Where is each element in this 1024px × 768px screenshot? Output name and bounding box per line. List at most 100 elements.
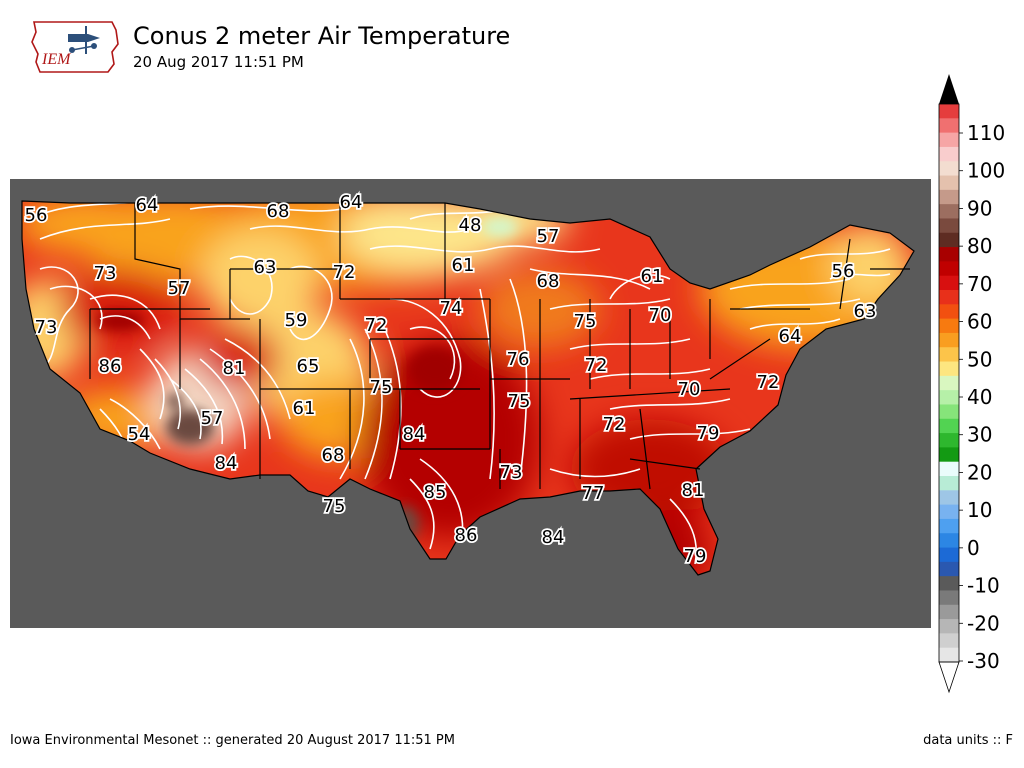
colorbar-tick-label: 60	[967, 310, 992, 334]
colorbar-band	[939, 146, 959, 162]
temp-label: 72	[603, 414, 626, 435]
colorbar-band	[939, 461, 959, 477]
isotherm-lines	[29, 201, 891, 565]
colorbar-min-arrow	[938, 661, 960, 694]
colorbar-band	[939, 304, 959, 320]
colorbar-band	[939, 118, 959, 134]
footer-units: data units :: F	[923, 733, 1013, 748]
colorbar-band	[939, 204, 959, 219]
temp-label: 68	[267, 201, 290, 222]
temp-label: 81	[682, 480, 705, 501]
temp-label: 54	[128, 424, 151, 445]
temperature-map: 56 64 68 64 48 57 73 57 63 72 61 68 61 5…	[10, 179, 931, 628]
colorbar-band	[939, 189, 959, 205]
colorbar-band	[939, 175, 959, 191]
colorbar-band	[939, 361, 959, 377]
colorbar-tick-label: 0	[967, 536, 980, 560]
colorbar-tick-label: 100	[967, 159, 1005, 183]
colorbar-band	[939, 232, 959, 248]
colorbar-tick-label: 30	[967, 423, 992, 447]
colorbar-band	[939, 576, 959, 591]
temp-label: 63	[854, 301, 877, 322]
colorbar-max-arrow	[939, 74, 959, 104]
temperature-labels: 56 64 68 64 48 57 73 57 63 72 61 68 61 5…	[23, 190, 878, 569]
colorbar-bands	[939, 104, 959, 663]
colorbar-band	[939, 518, 959, 534]
colorbar-tick-label: -20	[967, 611, 1000, 635]
temp-label: 79	[697, 423, 720, 444]
logo-text: IEM	[41, 51, 72, 68]
temp-label: 57	[201, 408, 224, 429]
colorbar-band	[939, 561, 959, 577]
colorbar-tick-label: 10	[967, 498, 992, 522]
colorbar-band	[939, 390, 959, 405]
temp-label: 81	[223, 358, 246, 379]
map-title: Conus 2 meter Air Temperature	[133, 22, 511, 50]
temp-label: 64	[136, 195, 159, 216]
colorbar-band	[939, 132, 959, 148]
colorbar-band	[939, 261, 959, 277]
colorbar-band	[939, 318, 959, 334]
iem-logo: IEM	[31, 21, 119, 73]
temp-label: 64	[779, 326, 802, 347]
temp-label: 65	[297, 356, 320, 377]
temp-label: 84	[215, 453, 238, 474]
colorbar-band	[939, 347, 959, 362]
colorbar-band	[939, 619, 959, 634]
temp-label: 56	[25, 205, 48, 226]
temp-label: 61	[641, 266, 664, 287]
colorbar-tick-label: 110	[967, 121, 1005, 145]
map-timestamp: 20 Aug 2017 11:51 PM	[133, 53, 304, 71]
colorbar-band	[939, 290, 959, 305]
colorbar-tick-label: 90	[967, 196, 992, 220]
colorbar-band	[939, 504, 959, 520]
temp-label: 75	[574, 311, 597, 332]
temp-label: 70	[649, 305, 672, 326]
colorbar-band	[939, 247, 959, 262]
temp-label: 84	[403, 424, 426, 445]
temp-label: 73	[500, 462, 523, 483]
temp-label: 77	[582, 483, 605, 504]
colorbar-tick-label: 80	[967, 234, 992, 258]
colorbar-tick-label: -30	[967, 649, 1000, 673]
footer-credit: Iowa Environmental Mesonet :: generated …	[10, 733, 455, 748]
colorbar-tick-label: 70	[967, 272, 992, 296]
temp-label: 74	[440, 298, 463, 319]
temp-label: 61	[293, 398, 316, 419]
temp-label: 68	[537, 271, 560, 292]
colorbar-band	[939, 533, 959, 548]
temp-label: 57	[168, 278, 191, 299]
temp-label: 72	[333, 262, 356, 283]
colorbar-band	[939, 490, 959, 506]
colorbar-band	[939, 161, 959, 176]
colorbar-band	[939, 433, 959, 448]
colorbar-band	[939, 418, 959, 434]
temp-label: 72	[585, 355, 608, 376]
temp-label: 57	[537, 226, 560, 247]
colorbar-tick-label: -10	[967, 574, 1000, 598]
temp-label: 70	[678, 379, 701, 400]
temp-label: 56	[832, 261, 855, 282]
colorbar-band	[939, 633, 959, 649]
temp-label: 86	[99, 356, 122, 377]
colorbar-band	[939, 476, 959, 491]
temp-label: 73	[94, 263, 117, 284]
colorbar-band	[939, 404, 959, 420]
colorbar-band	[939, 332, 959, 348]
temp-label: 64	[340, 192, 363, 213]
state-borders	[21, 200, 915, 576]
temp-label: 63	[254, 257, 277, 278]
temp-label: 76	[507, 349, 530, 370]
temp-label: 75	[508, 391, 531, 412]
temp-label: 84	[542, 527, 565, 548]
colorbar-tick-label: 20	[967, 460, 992, 484]
colorbar-band	[939, 604, 959, 620]
temp-label: 59	[285, 310, 308, 331]
colorbar-band	[939, 647, 959, 663]
colorbar-band	[939, 375, 959, 391]
temp-label: 75	[370, 377, 393, 398]
temp-label: 72	[757, 372, 780, 393]
colorbar-band	[939, 447, 959, 463]
temp-label: 48	[459, 215, 482, 236]
